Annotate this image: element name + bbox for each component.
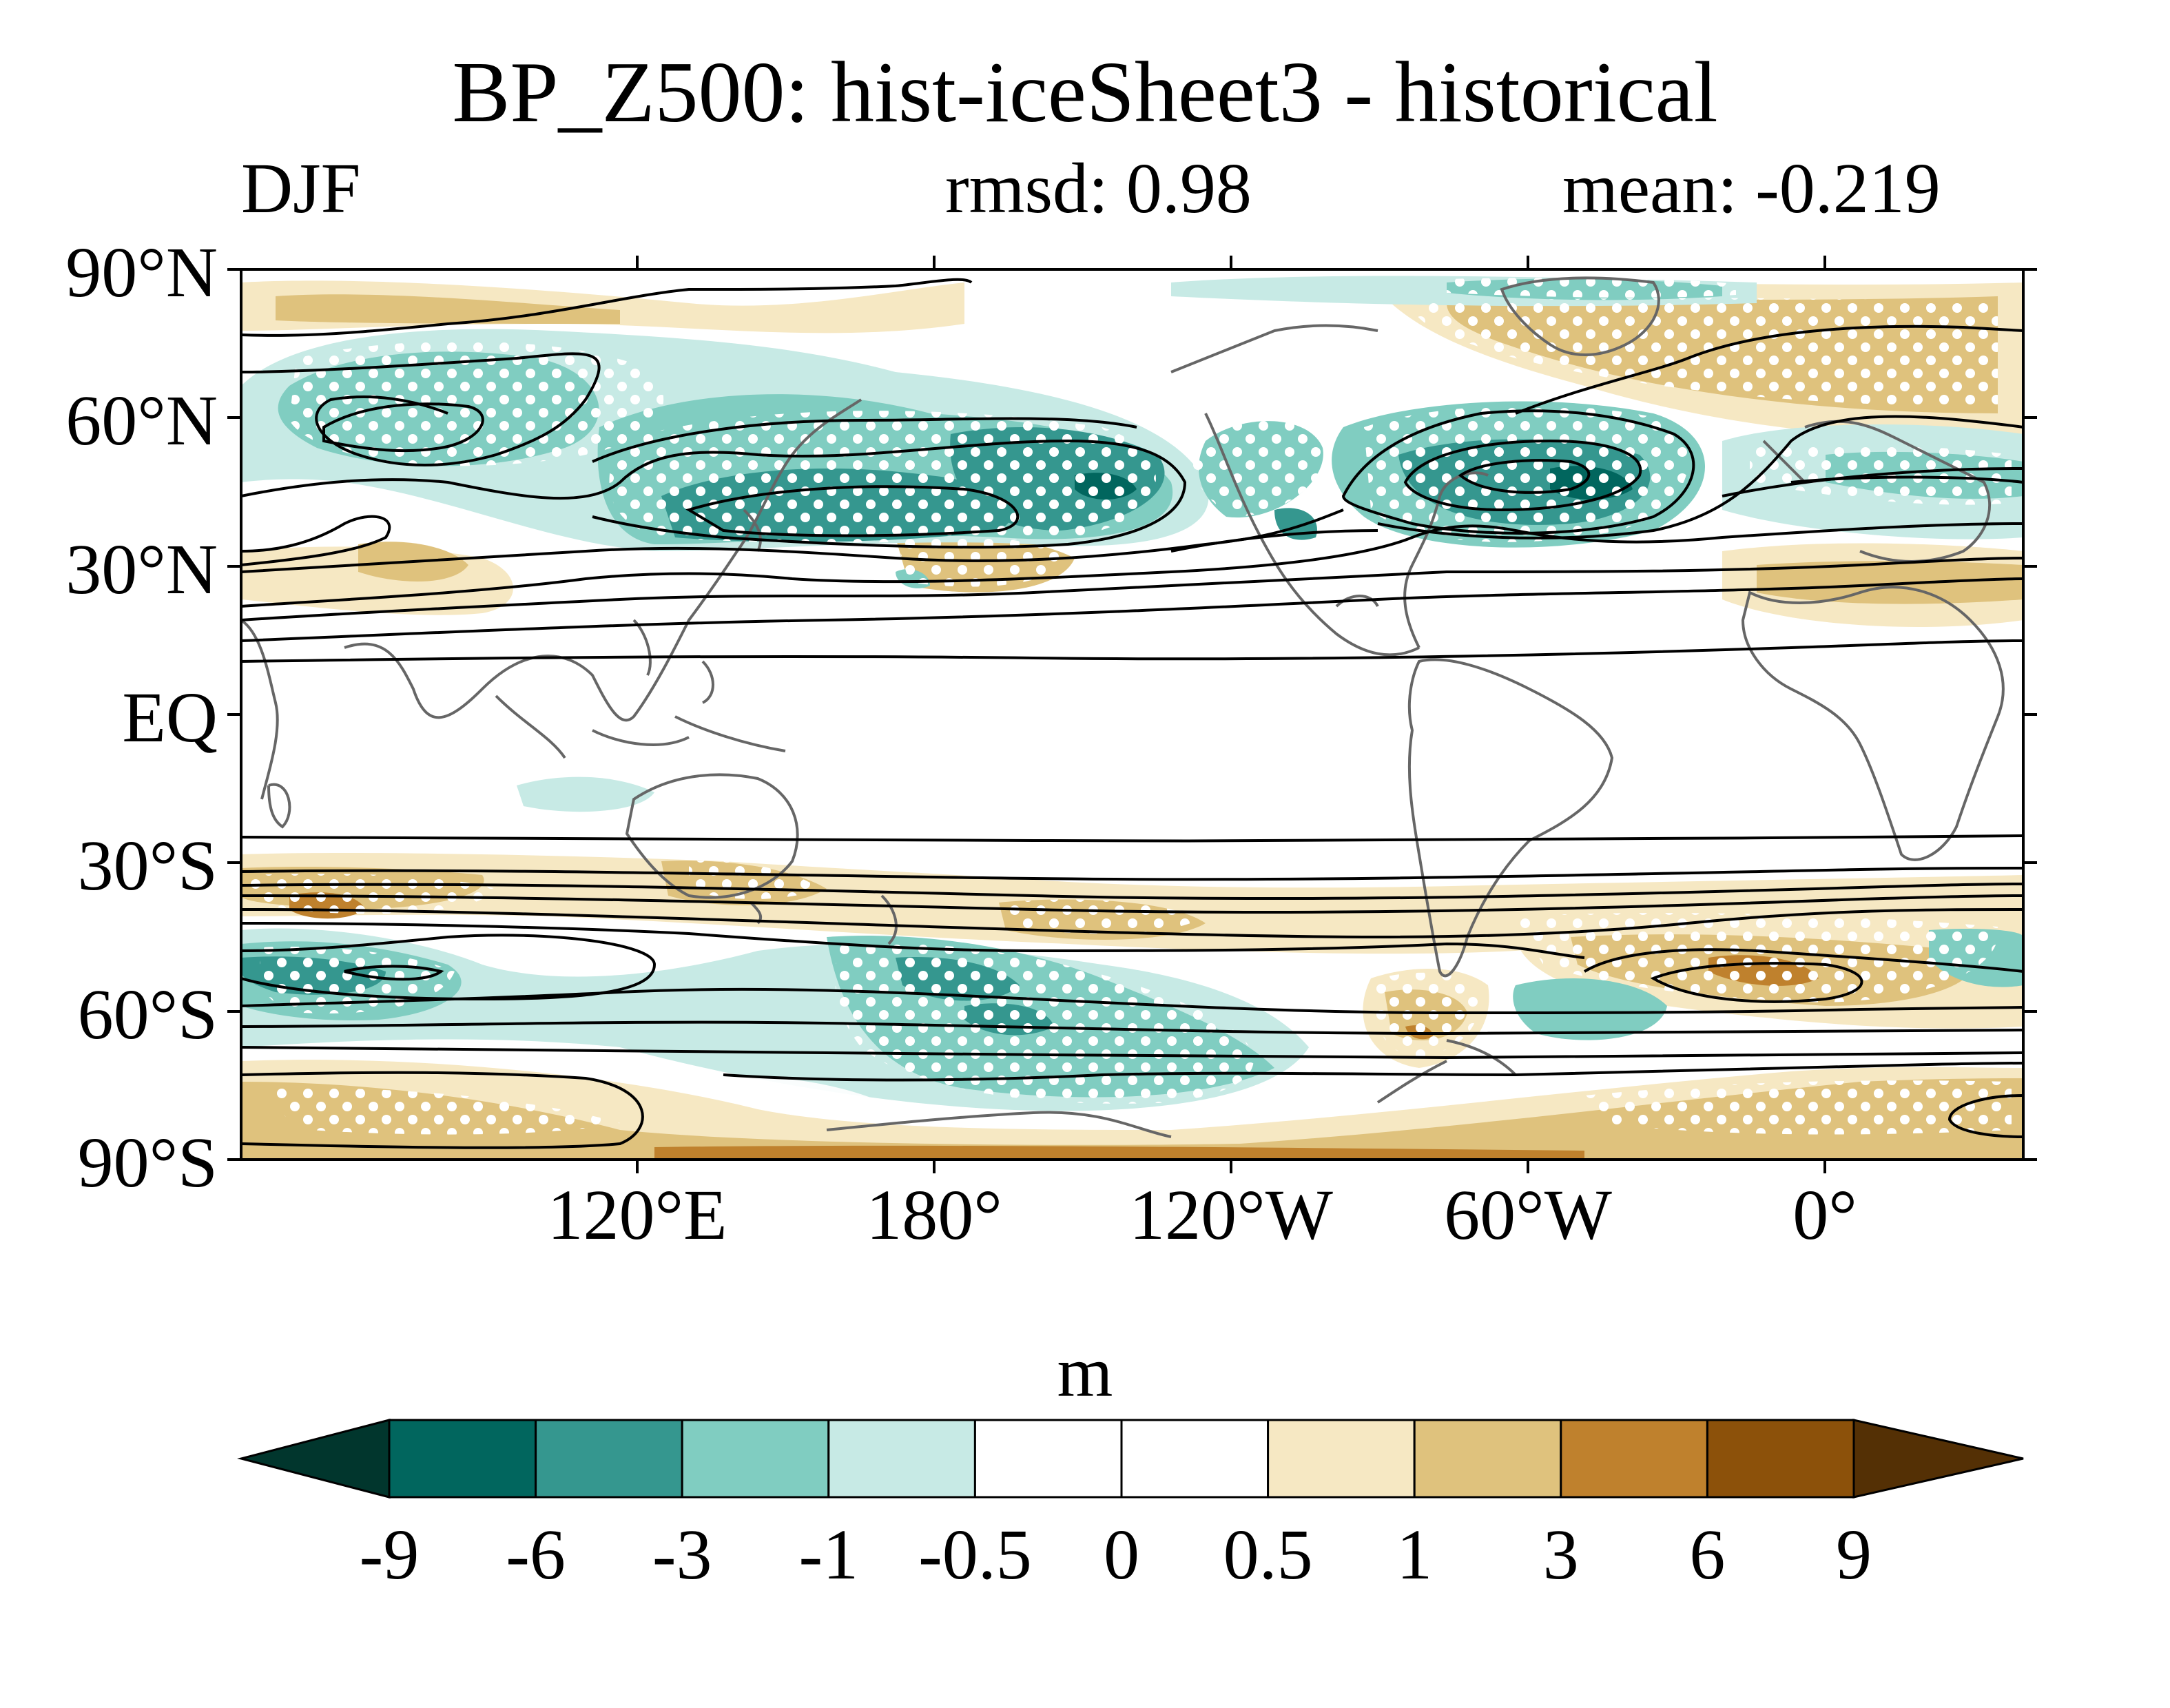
colorbar-tick-label: 0 xyxy=(1104,1515,1139,1594)
colorbar-min-triangle xyxy=(237,1419,391,1499)
colorbar-box xyxy=(827,1419,976,1499)
colorbar-box xyxy=(681,1419,830,1499)
rmsd-label: rmsd: 0.98 xyxy=(945,149,1252,228)
colorbar-box xyxy=(388,1419,537,1499)
lon-label-120e: 120°E xyxy=(547,1175,727,1255)
significance-stipple xyxy=(248,277,2012,1135)
axis-ticks xyxy=(227,256,2037,1173)
colorbar-box xyxy=(1120,1419,1270,1499)
colorbar-tick-label: 6 xyxy=(1689,1515,1726,1594)
map-area xyxy=(241,269,2023,1160)
colorbar-tick-label: 1 xyxy=(1396,1515,1433,1594)
colorbar-tick-label: -1 xyxy=(798,1515,859,1594)
lat-label-90s: 90°S xyxy=(77,1123,218,1202)
colorbar-tick-label: -3 xyxy=(652,1515,712,1594)
colorbar-box xyxy=(1560,1419,1708,1499)
contour-lines xyxy=(241,278,2023,1149)
plot-title: BP_Z500: hist-iceSheet3 - historical xyxy=(452,45,1718,141)
lon-label-120w: 120°W xyxy=(1129,1175,1333,1255)
mean-label: mean: -0.219 xyxy=(1562,149,1941,228)
colorbar-max-triangle xyxy=(1852,1419,2024,1499)
colorbar-tick-label: -0.5 xyxy=(918,1515,1032,1594)
coastlines xyxy=(241,276,2005,1138)
lat-label-60n: 60°N xyxy=(65,381,218,460)
colorbar-tick-label: 9 xyxy=(1836,1515,1872,1594)
lon-label-60w: 60°W xyxy=(1444,1175,1612,1255)
season-label: DJF xyxy=(241,149,361,228)
lon-label-180: 180° xyxy=(866,1175,1002,1255)
lon-label-0: 0° xyxy=(1792,1175,1857,1255)
colorbar-box xyxy=(973,1419,1123,1499)
colorbar-box xyxy=(535,1419,683,1499)
lat-label-30n: 30°N xyxy=(65,530,218,609)
colorbar-units: m xyxy=(1057,1333,1113,1412)
colorbar-box xyxy=(1413,1419,1562,1499)
lat-label-90n: 90°N xyxy=(65,233,218,312)
lat-label-eq: EQ xyxy=(122,678,218,757)
colorbar-tick-label: -6 xyxy=(506,1515,566,1594)
colorbar-tick-label: 3 xyxy=(1542,1515,1579,1594)
lat-label-30s: 30°S xyxy=(77,826,218,905)
lat-label-60s: 60°S xyxy=(77,975,218,1054)
colorbar-tick-label: 0.5 xyxy=(1223,1515,1313,1594)
colorbar-tick-label: -9 xyxy=(359,1515,420,1594)
colorbar-box xyxy=(1706,1419,1855,1499)
colorbar xyxy=(237,1419,2024,1499)
colorbar-box xyxy=(1267,1419,1416,1499)
